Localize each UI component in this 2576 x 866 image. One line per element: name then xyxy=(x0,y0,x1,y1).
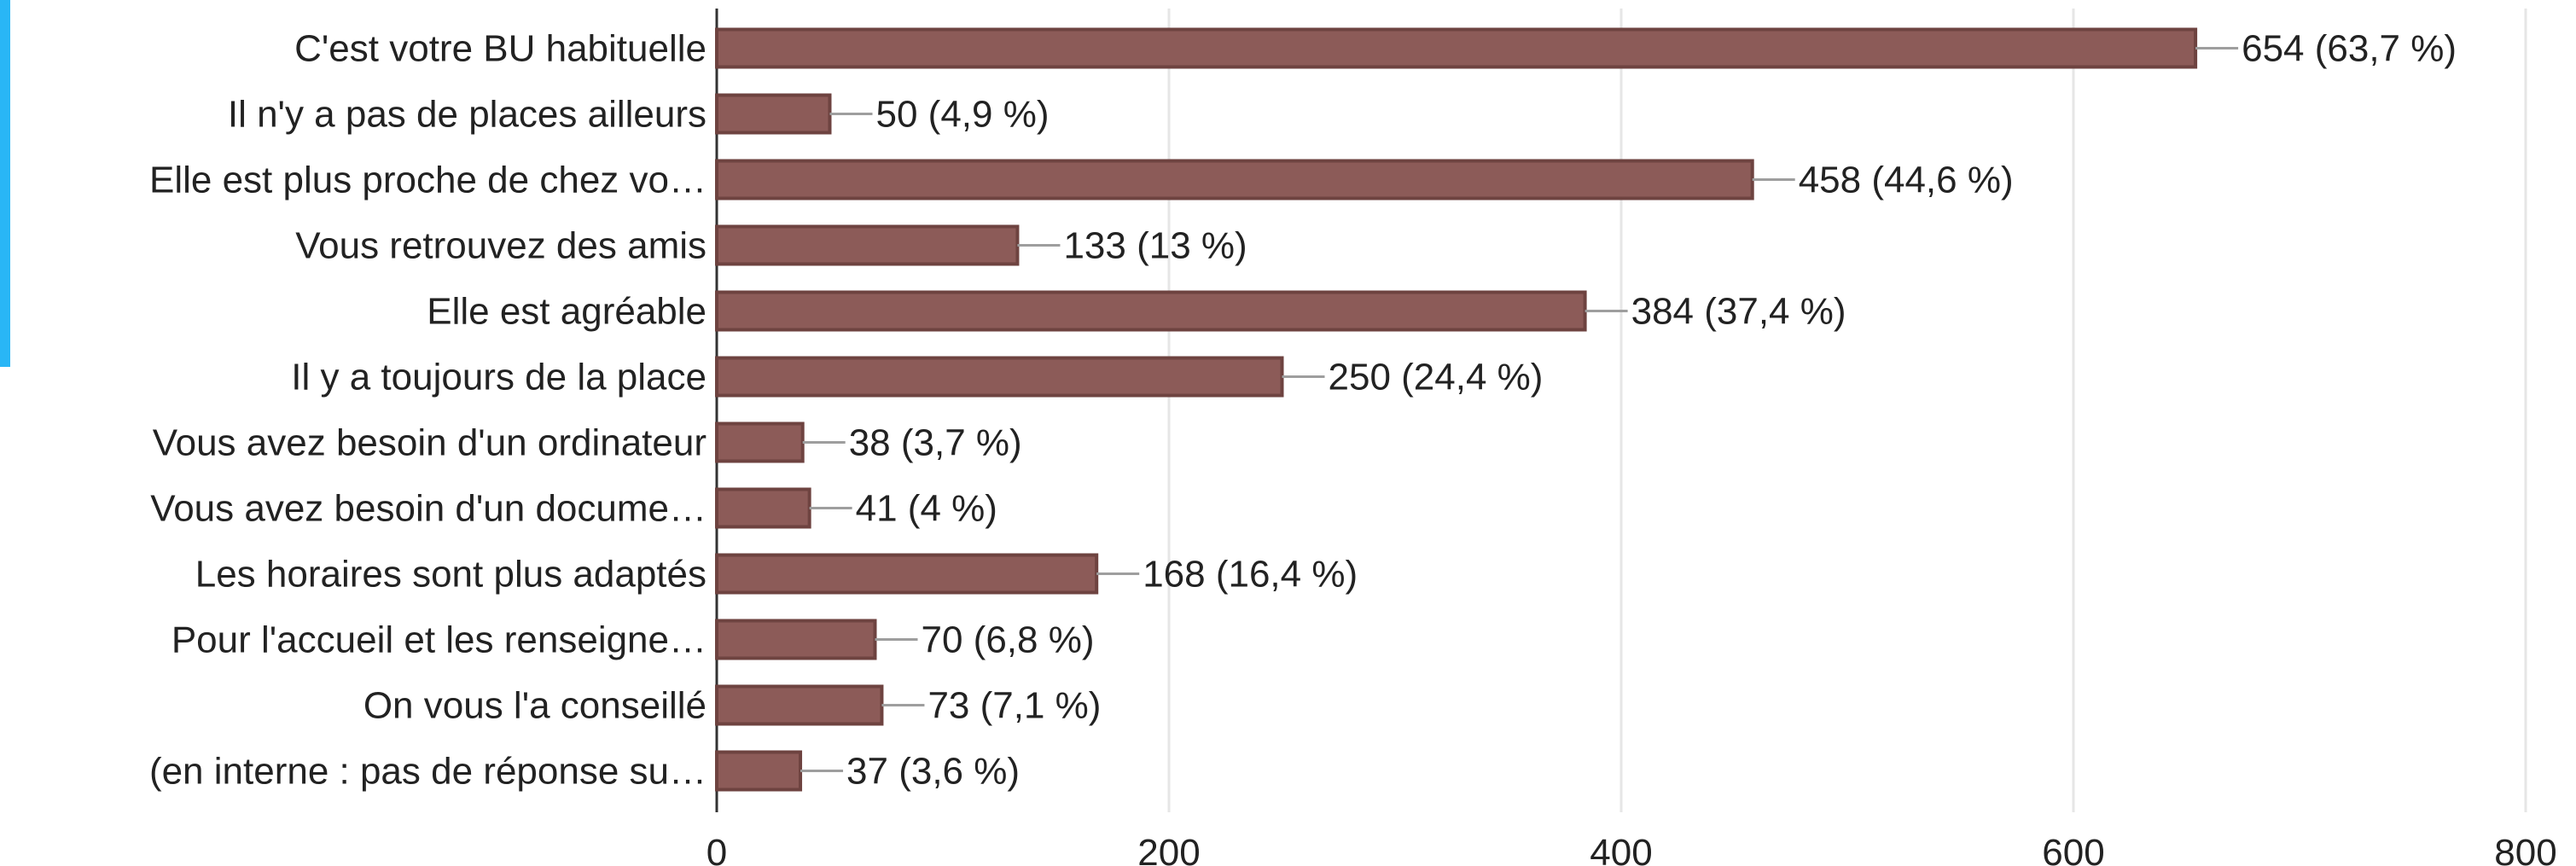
bar xyxy=(715,619,877,660)
category-label: Vous avez besoin d'un ordinateur xyxy=(153,422,707,464)
value-label: 38 (3,7 %) xyxy=(849,422,1022,464)
x-tick-label: 0 xyxy=(707,832,727,866)
category-label: Pour l'accueil et les renseigne… xyxy=(172,619,707,661)
category-label: Elle est agréable xyxy=(427,291,707,333)
category-label: Elle est plus proche de chez vo… xyxy=(149,160,707,201)
bar xyxy=(715,27,2198,69)
value-label: 133 (13 %) xyxy=(1063,225,1247,267)
category-label: Vous retrouvez des amis xyxy=(295,225,707,267)
category-label: Il y a toujours de la place xyxy=(291,357,707,398)
value-label: 73 (7,1 %) xyxy=(927,685,1101,727)
category-label: Les horaires sont plus adaptés xyxy=(195,554,707,596)
x-axis: 0 200 400 600 800 xyxy=(707,832,2557,866)
value-label: 654 (63,7 %) xyxy=(2242,28,2457,70)
bar xyxy=(715,290,1587,332)
value-label: 384 (37,4 %) xyxy=(1631,291,1846,333)
bar xyxy=(715,356,1284,398)
value-label: 37 (3,6 %) xyxy=(846,751,1020,793)
bar xyxy=(715,553,1099,595)
bars-layer xyxy=(715,27,2239,792)
x-tick-label: 400 xyxy=(1590,832,1652,866)
labels-layer: 654 (63,7 %) C'est votre BU habituelle 50 … xyxy=(149,28,2457,793)
value-label: 168 (16,4 %) xyxy=(1143,554,1358,596)
x-tick-label: 200 xyxy=(1137,832,1200,866)
bar xyxy=(715,159,1754,201)
bar xyxy=(715,487,811,529)
category-label: (en interne : pas de réponse su… xyxy=(149,751,707,793)
x-tick-label: 800 xyxy=(2494,832,2556,866)
value-label: 458 (44,6 %) xyxy=(1799,160,2014,201)
grid-layer xyxy=(715,9,2527,812)
category-label: Il n'y a pas de places ailleurs xyxy=(228,94,707,136)
bar xyxy=(715,684,884,726)
accent-strip xyxy=(0,0,10,367)
bar xyxy=(715,750,803,792)
category-label: Vous avez besoin d'un docume… xyxy=(150,488,707,530)
value-label: 250 (24,4 %) xyxy=(1329,357,1544,398)
value-label: 70 (6,8 %) xyxy=(922,619,1095,661)
category-label: On vous l'a conseillé xyxy=(363,685,707,727)
value-label: 50 (4,9 %) xyxy=(876,94,1050,136)
x-tick-label: 600 xyxy=(2042,832,2104,866)
bar xyxy=(715,224,1020,266)
value-label: 41 (4 %) xyxy=(856,488,997,530)
bar xyxy=(715,93,832,135)
bar xyxy=(715,421,805,463)
category-label: C'est votre BU habituelle xyxy=(294,28,707,70)
